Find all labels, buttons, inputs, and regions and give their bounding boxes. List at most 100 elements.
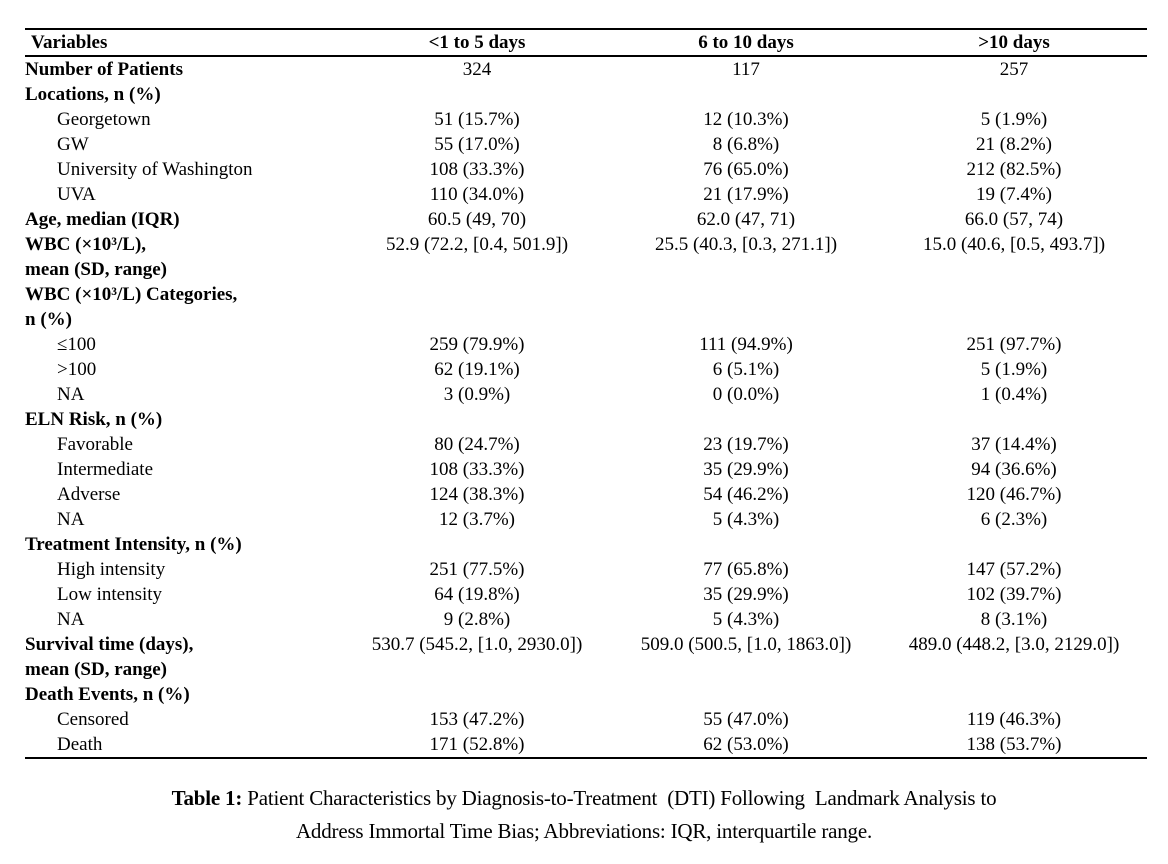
row-label: University of Washington bbox=[25, 157, 343, 182]
caption-text-1: Patient Characteristics by Diagnosis-to-… bbox=[247, 786, 997, 810]
table-row: ELN Risk, n (%) bbox=[25, 407, 1147, 432]
row-label-line: Treatment Intensity, n (%) bbox=[25, 534, 242, 555]
header-dti-6-10: 6 to 10 days bbox=[611, 29, 881, 57]
row-label-line: Number of Patients bbox=[25, 59, 183, 80]
cell-value bbox=[611, 532, 881, 557]
row-label-line: Death Events, n (%) bbox=[25, 684, 190, 705]
cell-value: 119 (46.3%) bbox=[966, 709, 1062, 730]
table-row: Intermediate 108 (33.3%) 35 (29.9%) 94 (36.… bbox=[25, 457, 1147, 482]
cell-value bbox=[611, 682, 881, 707]
table-row: Locations, n (%) bbox=[25, 82, 1147, 107]
table-row: Censored 153 (47.2%) 55 (47.0%) 119 (46.3%) bbox=[25, 707, 1147, 732]
cell-value: 52.9 (72.2, [0.4, 501.9]) bbox=[385, 234, 569, 255]
row-label: NA bbox=[25, 382, 343, 407]
row-label-line: Intermediate bbox=[57, 459, 154, 480]
cell-value: 51 (15.7%) bbox=[434, 109, 520, 130]
cell-value: 21 (8.2%) bbox=[976, 134, 1052, 155]
cell-value: 153 (47.2%) bbox=[429, 709, 525, 730]
cell-value bbox=[343, 282, 611, 332]
table-row: Death 171 (52.8%) 62 (53.0%) 138 (53.7%) bbox=[25, 732, 1147, 758]
row-label: WBC (×10³/L), mean (SD, range) bbox=[25, 232, 343, 282]
row-label-line: Age, median (IQR) bbox=[25, 209, 180, 230]
row-label-line: Censored bbox=[57, 709, 129, 730]
cell-value: 110 (34.0%) bbox=[429, 184, 525, 205]
cell-value bbox=[881, 82, 1147, 107]
row-label: NA bbox=[25, 507, 343, 532]
cell-value: 23 (19.7%) bbox=[703, 434, 789, 455]
row-label: Favorable bbox=[25, 432, 343, 457]
caption-line-2: Address Immortal Time Bias; Abbreviation… bbox=[295, 819, 873, 843]
cell-value: 77 (65.8%) bbox=[703, 559, 789, 580]
table-row: University of Washington 108 (33.3%) 76 (6… bbox=[25, 157, 1147, 182]
cell-value: 80 (24.7%) bbox=[434, 434, 520, 455]
cell-value: 108 (33.3%) bbox=[429, 159, 525, 180]
cell-value: 117 bbox=[732, 59, 760, 80]
table-row: WBC (×10³/L) Categories, n (%) bbox=[25, 282, 1147, 332]
table-row: GW 55 (17.0%) 8 (6.8%) 21 (8.2%) bbox=[25, 132, 1147, 157]
header-variables: Variables bbox=[25, 29, 343, 57]
caption-line-1: Table 1: Patient Characteristics by Diag… bbox=[0, 782, 1168, 815]
cell-value: 1 (0.4%) bbox=[980, 384, 1048, 405]
table-row: Favorable 80 (24.7%) 23 (19.7%) 37 (14.4%) bbox=[25, 432, 1147, 457]
table-row: WBC (×10³/L), mean (SD, range) 52.9 (72.2,… bbox=[25, 232, 1147, 282]
cell-value: 5 (1.9%) bbox=[980, 109, 1048, 130]
row-label: Number of Patients bbox=[25, 56, 343, 82]
cell-value: 60.5 (49, 70) bbox=[427, 209, 527, 230]
table-row: Low intensity 64 (19.8%) 35 (29.9%) 102 (39… bbox=[25, 582, 1147, 607]
cell-value: 251 (77.5%) bbox=[429, 559, 525, 580]
cell-value: 509.0 (500.5, [1.0, 1863.0]) bbox=[640, 634, 852, 655]
cell-value: 55 (47.0%) bbox=[703, 709, 789, 730]
cell-value bbox=[611, 82, 881, 107]
table-row: Number of Patients 324 117 257 bbox=[25, 56, 1147, 82]
cell-value: 12 (3.7%) bbox=[439, 509, 515, 530]
cell-value: 259 (79.9%) bbox=[429, 334, 525, 355]
row-label: WBC (×10³/L) Categories, n (%) bbox=[25, 282, 343, 332]
row-label: Censored bbox=[25, 707, 343, 732]
cell-value: 530.7 (545.2, [1.0, 2930.0]) bbox=[371, 634, 583, 655]
row-label-line: NA bbox=[57, 609, 85, 630]
row-label: Adverse bbox=[25, 482, 343, 507]
row-label: Low intensity bbox=[25, 582, 343, 607]
cell-value: 324 bbox=[462, 59, 492, 80]
cell-value: 66.0 (57, 74) bbox=[964, 209, 1064, 230]
cell-value: 0 (0.0%) bbox=[712, 384, 780, 405]
row-label: Georgetown bbox=[25, 107, 343, 132]
row-label-line: Georgetown bbox=[57, 109, 151, 130]
cell-value: 5 (1.9%) bbox=[980, 359, 1048, 380]
cell-value: 5 (4.3%) bbox=[712, 609, 780, 630]
cell-value: 12 (10.3%) bbox=[703, 109, 789, 130]
cell-value: 8 (6.8%) bbox=[712, 134, 780, 155]
cell-value: 108 (33.3%) bbox=[429, 459, 525, 480]
cell-value: 6 (2.3%) bbox=[980, 509, 1048, 530]
table-row: Treatment Intensity, n (%) bbox=[25, 532, 1147, 557]
row-label-line: Locations, n (%) bbox=[25, 84, 161, 105]
row-label-line: ≤100 bbox=[57, 334, 96, 355]
cell-value: 62 (53.0%) bbox=[703, 734, 789, 755]
cell-value: 35 (29.9%) bbox=[703, 584, 789, 605]
row-label: ELN Risk, n (%) bbox=[25, 407, 343, 432]
row-label: UVA bbox=[25, 182, 343, 207]
table-row: UVA 110 (34.0%) 21 (17.9%) 19 (7.4%) bbox=[25, 182, 1147, 207]
row-label-line: High intensity bbox=[57, 559, 166, 580]
cell-value bbox=[611, 407, 881, 432]
cell-value: 62.0 (47, 71) bbox=[696, 209, 796, 230]
cell-value bbox=[343, 82, 611, 107]
row-label-line: WBC (×10³/L) Categories, bbox=[25, 284, 238, 305]
cell-value: 257 bbox=[999, 59, 1029, 80]
row-label: NA bbox=[25, 607, 343, 632]
table-row: NA 12 (3.7%) 5 (4.3%) 6 (2.3%) bbox=[25, 507, 1147, 532]
row-label: Treatment Intensity, n (%) bbox=[25, 532, 343, 557]
row-label-line: University of Washington bbox=[57, 159, 253, 180]
cell-value: 251 (97.7%) bbox=[966, 334, 1062, 355]
cell-value: 171 (52.8%) bbox=[429, 734, 525, 755]
cell-value bbox=[343, 682, 611, 707]
row-label-line: Favorable bbox=[57, 434, 133, 455]
table-row: Age, median (IQR) 60.5 (49, 70) 62.0 (47, … bbox=[25, 207, 1147, 232]
cell-value: 54 (46.2%) bbox=[703, 484, 789, 505]
table-row: Georgetown 51 (15.7%) 12 (10.3%) 5 (1.9%) bbox=[25, 107, 1147, 132]
header-dti-gt10: >10 days bbox=[881, 29, 1147, 57]
cell-value bbox=[611, 282, 881, 332]
row-label: High intensity bbox=[25, 557, 343, 582]
table-body: Number of Patients 324 117 257 Locations, n … bbox=[25, 56, 1147, 758]
